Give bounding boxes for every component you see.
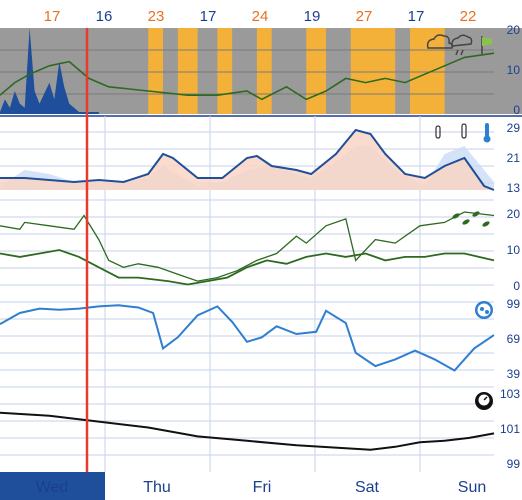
thermometer-icon [483,123,491,143]
humidity-inner [477,303,491,317]
thermometer-bulb [483,135,491,143]
drop [480,307,484,311]
right-tick-label: 20 [507,23,521,37]
sun-interval-bar [350,28,396,114]
right-tick-label: 101 [500,422,520,436]
thermo-high [461,123,467,139]
leaf [452,213,460,219]
top-label: 19 [304,8,321,25]
rain-area [0,28,99,114]
day-label: Sun [458,479,486,496]
wind-sock-flag [482,37,492,46]
wind-speed-line [0,249,495,286]
right-tick-label: 99 [507,457,521,471]
rain-cloud-shape [451,34,473,47]
leaf [472,211,480,217]
rain-drop [455,49,459,56]
temperature-line [0,128,495,191]
barometer-needle [483,396,488,401]
right-tick-label: 103 [500,387,520,401]
humidity-line [0,304,495,372]
top-label: 23 [148,8,165,25]
right-tick-label: 10 [507,243,521,257]
leaf [482,221,490,227]
leaves-icon [452,211,490,227]
sun-interval-bar [148,28,164,114]
day-label: Fri [253,479,272,496]
right-tick-label: 10 [507,63,521,77]
temperature-range-icon [435,123,467,139]
thermometer-stem [485,123,489,137]
top-label: 17 [200,8,217,25]
wind-gust-line [0,211,495,282]
right-tick-label: 29 [507,121,521,135]
top-label: 17 [408,8,425,25]
rain-drop [460,49,464,56]
right-tick-label: 21 [507,151,521,165]
drop [485,310,489,314]
pressure-line [0,411,495,451]
top-label: 24 [252,8,269,25]
right-tick-label: 0 [513,279,520,293]
humidity-drops-icon [475,301,493,319]
right-tick-label: 13 [507,181,521,195]
sun-interval-bar [410,28,445,114]
rain-cloud-icon [451,34,473,56]
day-label: Wed [36,479,69,496]
selected-day-highlight [0,472,105,500]
day-label: Thu [143,479,171,496]
warm-fill [0,130,494,190]
top-label: 27 [356,8,373,25]
sun-interval-bar [256,28,272,114]
right-tick-label: 99 [507,297,521,311]
right-tick-label: 0 [513,103,520,117]
cloud-cover-line [0,52,495,101]
top-label: 17 [44,8,61,25]
top-label: 22 [460,8,477,25]
sun-interval-bar [306,28,327,114]
barometer-icon [475,392,493,410]
sun-interval-bar [177,28,198,114]
right-tick-label: 69 [507,332,521,346]
sun-interval-bar [217,28,233,114]
right-tick-label: 39 [507,367,521,381]
thermo-low [435,125,441,139]
wind-sock-icon [481,36,492,54]
leaf [462,219,470,225]
right-tick-label: 20 [507,207,521,221]
day-label: Sat [355,479,380,496]
top-label: 16 [96,8,113,25]
